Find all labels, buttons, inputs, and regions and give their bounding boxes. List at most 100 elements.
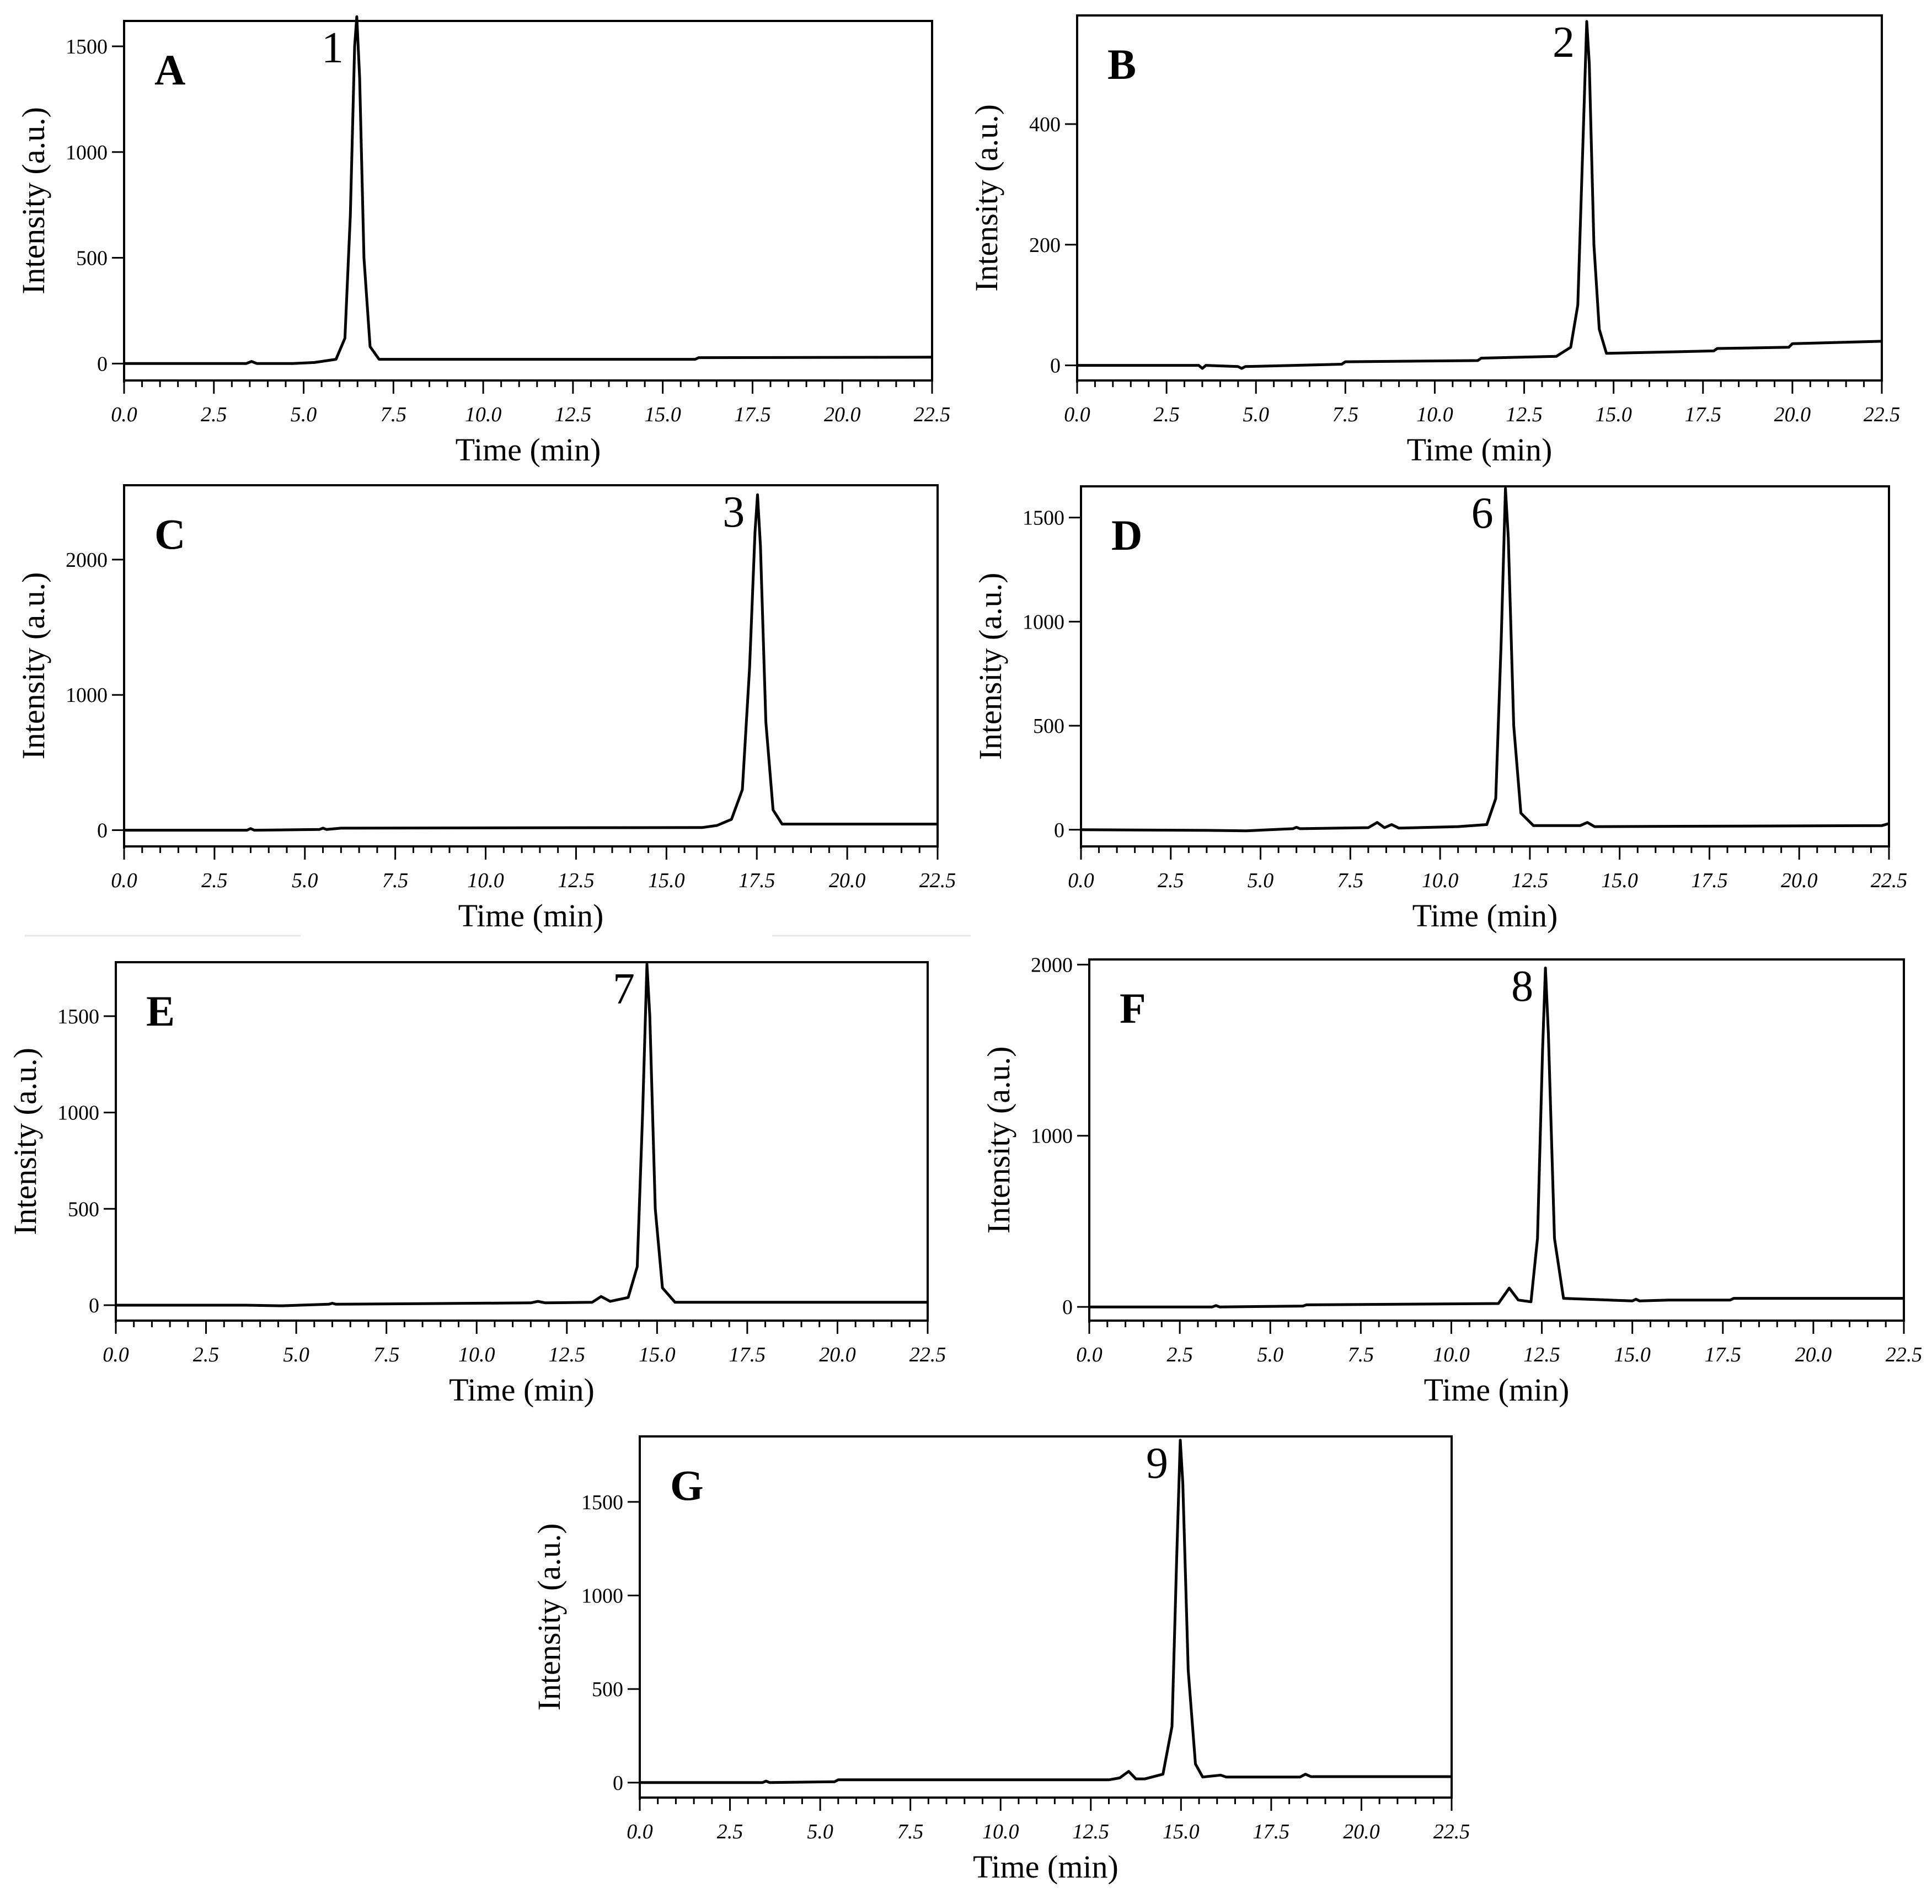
chart-panel-c: 0.0 2.5 5.0 7.5 10.0 12.5 15.0 17.5 20.0 22.5 0 100…	[15, 484, 956, 934]
y-axis-title: Intensity (a.u.)	[7, 1048, 43, 1235]
chart-panel-a: 0.0 2.5 5.0 7.5 10.0 12.5 15.0 17.5 20.0 22.5 0 500…	[15, 15, 951, 468]
x-axis-title: Time (min)	[449, 1372, 595, 1408]
x-tick-label: 10.0	[1416, 403, 1453, 426]
panel-letter: A	[154, 46, 185, 94]
x-tick-label: 2.5	[201, 403, 227, 426]
x-tick-label: 22.5	[1886, 1343, 1923, 1366]
y-tick-label: 500	[592, 1678, 623, 1701]
x-tick-label: 12.5	[1523, 1343, 1560, 1366]
plot-frame	[1080, 485, 1890, 848]
x-tick-label: 15.0	[1614, 1343, 1651, 1366]
x-tick-label: 2.5	[193, 1343, 220, 1366]
x-tick-label: 15.0	[1163, 1820, 1200, 1843]
plot-frame	[1088, 958, 1905, 1322]
x-tick-label: 5.0	[1243, 403, 1269, 426]
x-tick-label: 17.5	[729, 1343, 766, 1366]
x-tick-label: 17.5	[738, 869, 775, 892]
y-tick-label: 1000	[581, 1584, 623, 1607]
x-tick-label: 10.0	[982, 1820, 1019, 1843]
y-tick-label: 2000	[1031, 953, 1073, 977]
chromatogram-trace	[124, 15, 933, 365]
x-tick-label: 0.0	[103, 1343, 129, 1366]
peak-label: 7	[613, 965, 635, 1013]
x-axis-title: Time (min)	[1412, 898, 1558, 934]
peak-label: 9	[1146, 1439, 1168, 1488]
x-tick-label: 0.0	[1068, 869, 1094, 892]
x-axis-title: Time (min)	[456, 432, 601, 468]
x-tick-label: 22.5	[1871, 869, 1908, 892]
y-tick-label: 1000	[1031, 1125, 1073, 1148]
x-axis-title: Time (min)	[458, 898, 604, 934]
x-tick-label: 7.5	[382, 869, 409, 892]
x-tick-label: 12.5	[549, 1343, 586, 1366]
plot-frame	[115, 961, 929, 1322]
x-tick-label: 17.5	[1685, 403, 1722, 426]
x-tick-label: 2.5	[717, 1820, 743, 1843]
panel-letter: E	[146, 987, 175, 1035]
x-axis-title: Time (min)	[1407, 432, 1553, 468]
x-tick-label: 10.0	[1422, 869, 1459, 892]
x-tick-label: 22.5	[914, 403, 951, 426]
y-tick-label: 1500	[57, 1005, 99, 1028]
panel-letter: F	[1120, 984, 1146, 1032]
y-tick-label: 1000	[66, 684, 108, 707]
chromatogram-trace	[640, 1439, 1452, 1784]
y-tick-label: 1500	[581, 1491, 623, 1514]
x-tick-label: 7.5	[1332, 403, 1359, 426]
y-tick-label: 0	[613, 1772, 623, 1795]
x-tick-label: 2.5	[1166, 1343, 1193, 1366]
y-tick-label: 1500	[66, 35, 108, 58]
x-tick-label: 10.0	[465, 403, 502, 426]
panel-letter: B	[1107, 40, 1136, 88]
y-axis-title: Intensity (a.u.)	[15, 107, 51, 294]
x-tick-label: 12.5	[555, 403, 592, 426]
peak-label: 3	[723, 488, 745, 537]
x-tick-label: 5.0	[1257, 1343, 1283, 1366]
chromatogram-trace	[1089, 967, 1904, 1308]
x-tick-label: 0.0	[111, 403, 137, 426]
x-axis-title: Time (min)	[973, 1849, 1118, 1885]
peak-label: 2	[1553, 18, 1575, 67]
x-tick-label: 20.0	[829, 869, 866, 892]
y-tick-label: 1000	[1023, 610, 1064, 634]
x-tick-label: 12.5	[1506, 403, 1543, 426]
x-tick-label: 7.5	[1337, 869, 1364, 892]
x-tick-label: 7.5	[381, 403, 407, 426]
x-tick-label: 7.5	[373, 1343, 400, 1366]
y-axis-title: Intensity (a.u.)	[972, 573, 1008, 760]
y-axis-title: Intensity (a.u.)	[531, 1524, 567, 1711]
y-tick-label: 500	[68, 1198, 99, 1221]
y-tick-label: 0	[89, 1294, 99, 1317]
x-tick-label: 12.5	[1512, 869, 1549, 892]
panel-letter: C	[154, 510, 185, 558]
y-tick-label: 0	[1062, 1296, 1073, 1319]
y-tick-label: 400	[1029, 113, 1061, 136]
y-tick-label: 1000	[57, 1102, 99, 1125]
x-tick-label: 17.5	[734, 403, 771, 426]
y-tick-label: 500	[1033, 715, 1064, 738]
x-tick-label: 5.0	[807, 1820, 833, 1843]
y-tick-label: 200	[1029, 234, 1061, 257]
x-tick-label: 5.0	[1248, 869, 1274, 892]
x-tick-label: 0.0	[627, 1820, 653, 1843]
x-tick-label: 20.0	[1774, 403, 1811, 426]
y-tick-label: 0	[1054, 819, 1064, 842]
panel-letter: G	[670, 1461, 704, 1509]
x-tick-label: 5.0	[283, 1343, 309, 1366]
chromatogram-trace	[124, 493, 938, 832]
x-tick-label: 22.5	[909, 1343, 946, 1366]
chart-panel-g: 0.0 2.5 5.0 7.5 10.0 12.5 15.0 17.5 20.0 22.5 0 500…	[531, 1435, 1470, 1885]
x-tick-label: 17.5	[1705, 1343, 1742, 1366]
chart-panel-d: 0.0 2.5 5.0 7.5 10.0 12.5 15.0 17.5 20.0 22.5 0 500…	[972, 485, 1908, 934]
plot-frame	[1076, 14, 1883, 382]
y-axis-title: Intensity (a.u.)	[968, 104, 1004, 292]
chromatogram-trace	[1077, 20, 1882, 370]
x-tick-label: 5.0	[291, 403, 317, 426]
x-tick-label: 10.0	[1433, 1343, 1470, 1366]
peak-label: 8	[1511, 962, 1533, 1011]
x-tick-label: 20.0	[1795, 1343, 1832, 1366]
y-tick-label: 0	[97, 352, 108, 376]
x-tick-label: 20.0	[824, 403, 861, 426]
x-tick-label: 0.0	[1076, 1343, 1103, 1366]
